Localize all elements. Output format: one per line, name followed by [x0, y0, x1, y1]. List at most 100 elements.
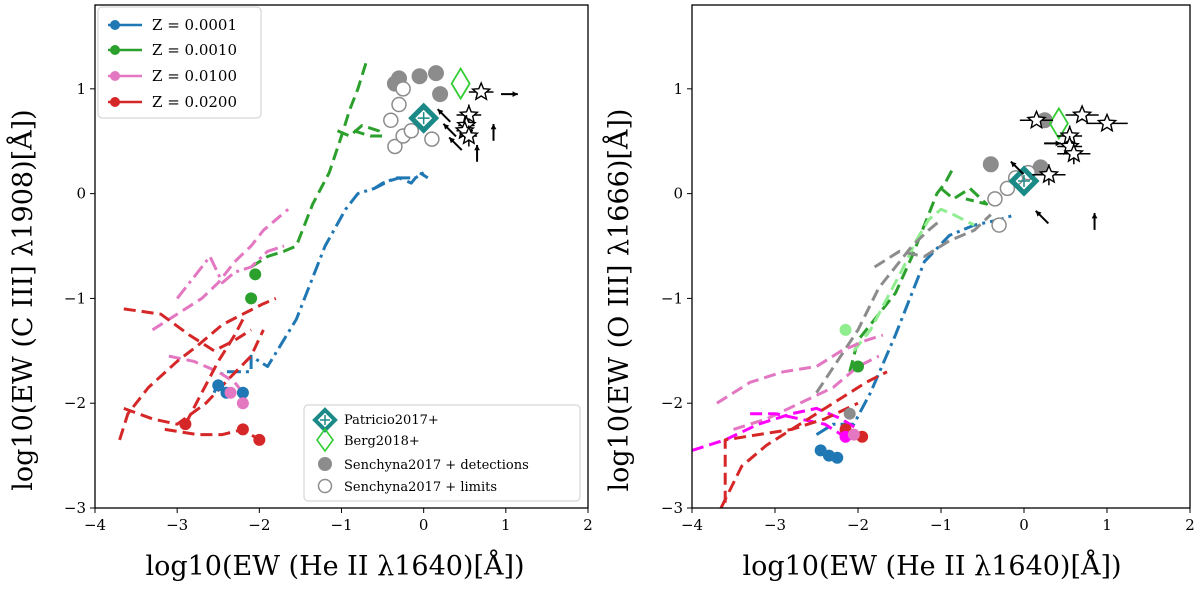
right-marker-layer — [814, 104, 1128, 464]
left-endpoint-marker-3 — [245, 292, 258, 305]
right-x-axis-label: log10(EW (He II λ1640)[Å]) — [742, 549, 1121, 582]
right-y-axis-label: log10(EW (O III] λ1666)[Å]) — [602, 109, 635, 492]
right-star-point-5 — [1063, 142, 1085, 163]
left-endpoint-marker-7 — [253, 433, 266, 446]
legend-item-berg: Berg2018+ — [316, 427, 420, 453]
right-endpoint-marker-7 — [847, 428, 860, 441]
left-endpoint-marker-6 — [224, 386, 237, 399]
left-senchyna-limit-5 — [424, 131, 440, 147]
right-star-point-0 — [1026, 109, 1047, 130]
left-limit-arrow-head-4 — [449, 137, 455, 144]
left-y-tick-label-2: −1 — [64, 289, 86, 307]
legend-marker-senchyna-detections — [318, 457, 332, 471]
legend-label-berg: Berg2018+ — [344, 434, 420, 449]
right-patricio-cross-0 — [1018, 175, 1030, 188]
left-star-point-4 — [458, 125, 480, 145]
legend-label-z0200: Z = 0.0200 — [152, 93, 237, 111]
right-x-tick-label-3: −1 — [930, 516, 952, 534]
right-y-tick-label-0: −3 — [661, 499, 683, 517]
left-star-point-1 — [458, 104, 480, 124]
legend-label-z0001: Z = 0.0001 — [152, 16, 237, 34]
right-limit-arrow-head-3 — [1055, 140, 1061, 147]
left-endpoint-marker-8 — [236, 423, 249, 436]
legend-marker-berg — [316, 427, 334, 453]
left-x-tick-label-1: −3 — [166, 516, 188, 534]
legend-marker-patricio-cross — [320, 415, 330, 425]
left-berg-point-0 — [450, 66, 471, 101]
left-senchyna-detection-2 — [411, 68, 428, 85]
left-limit-arrow-head-1 — [490, 123, 497, 130]
left-y-tick-label-4: 1 — [76, 80, 86, 98]
left-x-tick-label-0: −4 — [84, 516, 106, 534]
legend-item-z0100: Z = 0.0100 — [108, 67, 237, 85]
left-x-tick-label-6: 2 — [583, 516, 593, 534]
left-limit-arrow-head-0 — [512, 91, 518, 97]
right-senchyna-limit-1 — [999, 180, 1016, 197]
right-star-point-6 — [1038, 163, 1060, 184]
right-senchyna-detection-0 — [982, 156, 999, 173]
legend-label-z0010: Z = 0.0010 — [152, 41, 237, 59]
right-series-line-11 — [723, 401, 859, 503]
left-senchyna-limit-0 — [395, 81, 411, 97]
left-senchyna-limit-1 — [383, 112, 399, 129]
left-limit-arrow-head-3 — [437, 109, 444, 115]
right-limit-arrow-head-1 — [1035, 210, 1042, 217]
left-x-tick-label-3: −1 — [330, 516, 352, 534]
right-star-point-2 — [1096, 112, 1118, 133]
left-legend-bottom: Patricio2017+ Berg2018+ Senchyna2017 + d… — [303, 404, 581, 502]
right-y-tick-label-1: −2 — [661, 394, 683, 412]
left-legend-top: Z = 0.0001 Z = 0.0010 Z = 0.0100 Z = 0.0… — [97, 6, 262, 119]
left-series-line-9 — [123, 307, 252, 353]
legend-marker-senchyna-limits — [317, 478, 333, 494]
right-endpoint-marker-2 — [814, 444, 827, 457]
legend-item-senchyna-limits: Senchyna2017 + limits — [317, 478, 497, 495]
right-series-line-2 — [940, 186, 989, 206]
legend-label-senchyna-detections: Senchyna2017 + detections — [344, 458, 529, 473]
right-series-line-1 — [848, 166, 955, 373]
right-series-line-3 — [852, 207, 975, 352]
right-berg-point-0 — [1048, 106, 1069, 141]
left-series-line-7 — [118, 297, 277, 441]
legend-item-z0200: Z = 0.0200 — [108, 93, 237, 111]
legend-marker-z0010 — [110, 45, 120, 55]
left-series-line-1 — [373, 171, 429, 190]
left-limit-arrow-head-5 — [443, 123, 450, 130]
legend-marker-z0100 — [110, 71, 120, 81]
left-patricio-cross-0 — [417, 112, 430, 125]
left-x-tick-label-4: 0 — [419, 516, 429, 534]
left-senchyna-limit-4 — [403, 123, 420, 139]
left-senchyna-detection-3 — [427, 65, 444, 82]
legend-item-senchyna-detections: Senchyna2017 + detections — [318, 457, 529, 473]
left-series-line-11 — [164, 427, 261, 442]
right-panel: −4 −3 −2 −1 0 1 2−3−2−101 log10(EW (He II λ164… — [602, 4, 1195, 582]
left-senchyna-detection-4 — [432, 86, 449, 103]
left-patricio-point-0 — [408, 102, 440, 134]
left-endpoint-marker-2 — [212, 379, 225, 392]
left-y-tick-label-1: −2 — [64, 394, 86, 412]
left-panel: −4 −3 −2 −1 0 1 2−3−2−101 log10(EW (He II λ164… — [6, 4, 593, 582]
right-patricio-point-0 — [1008, 165, 1040, 197]
legend-label-patricio: Patricio2017+ — [344, 413, 439, 428]
right-endpoint-marker-9 — [839, 323, 852, 336]
right-x-tick-label-6: 2 — [1185, 516, 1195, 534]
legend-label-z0100: Z = 0.0100 — [152, 67, 237, 85]
right-senchyna-limit-0 — [987, 191, 1003, 207]
right-y-tick-label-3: 0 — [673, 185, 683, 203]
right-x-tick-label-4: 0 — [1019, 516, 1029, 534]
left-series-line-4 — [151, 208, 290, 332]
left-series-line-0 — [212, 171, 425, 394]
left-series-line-3 — [336, 124, 385, 138]
legend-marker-z0001 — [110, 20, 120, 30]
right-endpoint-marker-8 — [843, 407, 856, 420]
left-series-line-6 — [168, 354, 245, 394]
left-series-line-5 — [176, 244, 285, 300]
left-tick-layer: −4 −3 −2 −1 0 1 2−3−2−101 — [64, 80, 593, 534]
left-limit-arrow-head-2 — [474, 144, 480, 151]
left-y-tick-label-3: 0 — [76, 185, 86, 203]
left-series-layer — [118, 62, 429, 442]
right-endpoint-marker-3 — [852, 360, 864, 373]
left-legend-bottom-box — [303, 404, 581, 502]
right-x-tick-label-2: −2 — [847, 516, 869, 534]
left-series-line-8 — [123, 329, 265, 426]
